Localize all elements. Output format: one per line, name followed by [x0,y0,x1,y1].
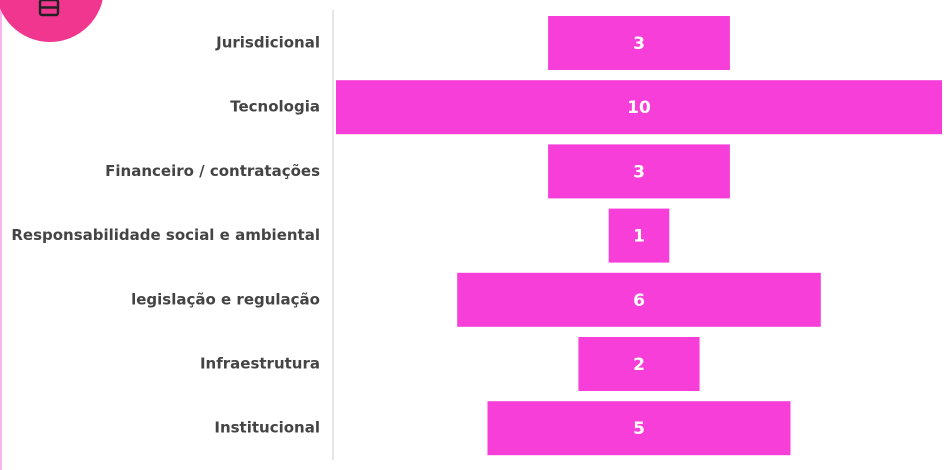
category-label: legislação e regulação [131,290,320,308]
category-label: Institucional [214,419,320,437]
value-label: 1 [633,227,645,247]
bar [336,80,942,135]
menu-icon [38,0,60,17]
value-label: 5 [633,419,645,439]
value-label: 3 [633,34,645,54]
category-label: Tecnologia [230,98,320,116]
bar [548,144,730,199]
value-label: 6 [633,291,645,311]
value-label: 3 [633,162,645,182]
bar [487,401,791,456]
value-label: 10 [627,98,651,118]
bar [548,16,730,70]
bar [608,208,670,263]
menu-button[interactable] [0,0,104,42]
category-label: Jurisdicional [215,34,320,52]
value-label: 2 [633,355,645,375]
bar [457,272,821,327]
bar [578,337,700,391]
category-label: Financeiro / contratações [105,162,320,180]
category-label: Infraestrutura [200,355,320,373]
category-label: Responsabilidade social e ambiental [11,226,320,244]
